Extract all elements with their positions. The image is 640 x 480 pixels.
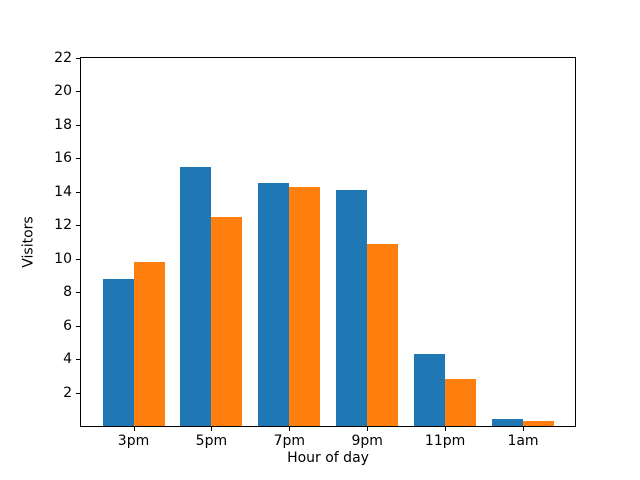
y-tick-label: 6 bbox=[63, 317, 72, 334]
y-axis-title: Visitors bbox=[19, 57, 39, 427]
y-tick-mark bbox=[76, 191, 80, 193]
x-tick-mark bbox=[445, 427, 447, 431]
bar-3pm-series-1-blue bbox=[102, 279, 134, 426]
bar-11pm-series-1-blue bbox=[414, 354, 446, 426]
x-tick-label: 3pm bbox=[117, 433, 150, 449]
bar-9pm-series-2-orange bbox=[367, 244, 399, 426]
bar-7pm-series-2-orange bbox=[289, 187, 321, 426]
y-tick-mark bbox=[76, 292, 80, 294]
x-tick-mark bbox=[133, 427, 135, 431]
y-tick-mark bbox=[76, 392, 80, 394]
x-tick-label: 9pm bbox=[351, 433, 383, 449]
y-tick-label: 18 bbox=[54, 116, 72, 133]
bar-5pm-series-2-orange bbox=[211, 217, 243, 426]
bar-5pm-series-1-blue bbox=[180, 167, 212, 426]
y-tick-mark bbox=[76, 258, 80, 260]
y-tick-mark bbox=[76, 225, 80, 227]
y-tick-label: 20 bbox=[54, 83, 72, 100]
y-tick-mark bbox=[76, 158, 80, 160]
y-tick-mark bbox=[76, 124, 80, 126]
y-tick-mark bbox=[76, 58, 80, 59]
y-tick-mark bbox=[76, 325, 80, 327]
x-tick-label: 7pm bbox=[273, 433, 306, 449]
y-tick-mark bbox=[76, 91, 80, 93]
x-axis-title: Hour of day bbox=[287, 450, 369, 466]
y-tick-label: 12 bbox=[54, 217, 72, 234]
x-tick-mark bbox=[523, 427, 524, 431]
bar-3pm-series-2-orange bbox=[133, 262, 165, 426]
y-tick-label: 22 bbox=[54, 50, 72, 66]
y-tick-label: 8 bbox=[63, 284, 72, 301]
bar-1am-series-1-blue bbox=[492, 419, 523, 426]
x-tick-label: 5pm bbox=[195, 433, 228, 449]
y-tick-label: 2 bbox=[63, 384, 72, 401]
bar-11pm-series-2-orange bbox=[445, 379, 477, 426]
y-tick-label: 16 bbox=[54, 150, 72, 167]
y-tick-label: 14 bbox=[54, 183, 72, 200]
x-tick-mark bbox=[211, 427, 213, 431]
y-tick-label: 4 bbox=[63, 351, 72, 368]
y-tick-label: 10 bbox=[54, 250, 72, 267]
x-tick-mark bbox=[289, 427, 291, 431]
bar-9pm-series-1-blue bbox=[336, 190, 368, 426]
plot-area bbox=[80, 57, 576, 427]
x-tick-label: 1am bbox=[507, 433, 539, 449]
x-tick-label: 11pm bbox=[424, 433, 466, 449]
y-tick-mark bbox=[76, 359, 80, 361]
bar-7pm-series-1-blue bbox=[258, 183, 290, 426]
x-tick-mark bbox=[367, 427, 369, 431]
bar-1am-series-2-orange bbox=[523, 421, 554, 426]
